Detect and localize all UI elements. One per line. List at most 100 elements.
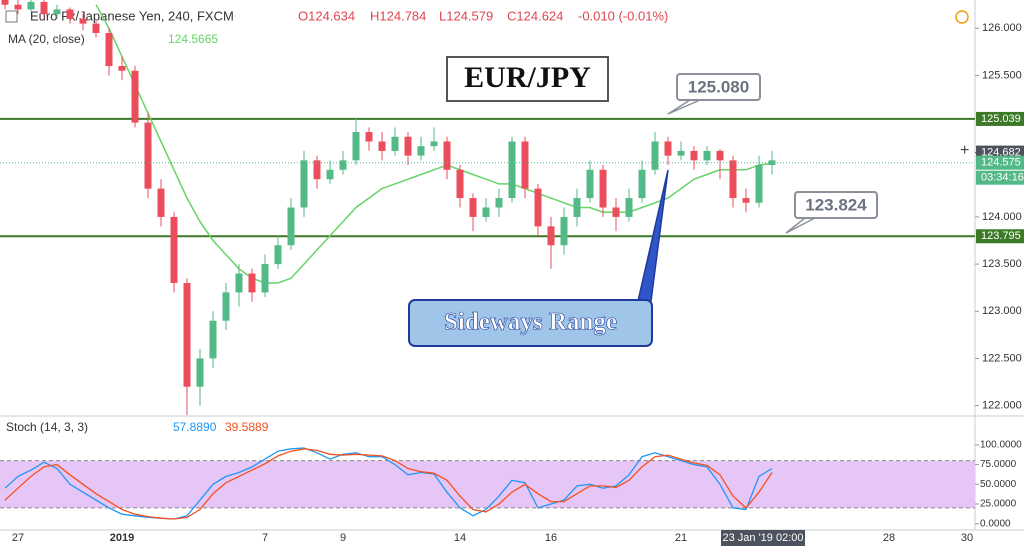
candle-body <box>300 160 308 208</box>
y-tick-label: 126.000 <box>982 22 1022 34</box>
candle-body <box>482 207 490 217</box>
candle-body <box>586 169 594 199</box>
y-tick-label: 123.500 <box>982 258 1022 270</box>
annotation-text: EUR/JPY <box>464 61 591 94</box>
x-tick-label: 28 <box>883 532 895 544</box>
y-tick-label: 125.500 <box>982 69 1022 81</box>
annotation-text: 123.824 <box>805 195 867 214</box>
ma-legend: MA (20, close) <box>8 32 85 46</box>
candle-body <box>248 273 256 293</box>
candle-body <box>495 198 503 208</box>
candle-body <box>209 320 217 359</box>
candle-body <box>170 216 178 283</box>
annotation-text: 125.080 <box>688 77 749 96</box>
candle-body <box>339 160 347 170</box>
x-tick-label: 27 <box>12 532 24 544</box>
candle-body <box>664 141 672 156</box>
candle-body <box>183 282 191 387</box>
candle-body <box>131 70 139 123</box>
ohlc-open: O124.634 <box>298 8 355 23</box>
crosshair-time-label: 23 Jan '19 02:00 <box>722 532 803 544</box>
stoch-line <box>4 448 773 520</box>
ma-line <box>95 4 773 284</box>
annotation-box <box>408 299 653 347</box>
candle-body <box>391 136 399 151</box>
candle-body <box>144 122 152 189</box>
x-tick-label: 14 <box>454 532 466 544</box>
candle-body <box>547 226 555 246</box>
candle-body <box>196 358 204 387</box>
candle-body <box>677 150 685 156</box>
x-tick-label: 21 <box>675 532 687 544</box>
candle-body <box>638 169 646 199</box>
candle-body <box>625 198 633 217</box>
stoch-legend: Stoch (14, 3, 3) <box>6 420 88 434</box>
collapse-icon[interactable] <box>5 10 18 23</box>
annotation-box <box>676 73 761 101</box>
stoch-line <box>4 447 773 520</box>
candle-body <box>768 160 776 166</box>
y-tick-label: 123.000 <box>982 305 1022 317</box>
countdown: 03:34:16 <box>981 172 1024 184</box>
candle-body <box>690 150 698 161</box>
candle-body <box>404 136 412 156</box>
ohlc-close: C124.624 <box>507 8 563 23</box>
y-tick-label: 0.0000 <box>980 518 1011 529</box>
candle-body <box>729 160 737 199</box>
y-tick-label: 124.000 <box>982 211 1022 223</box>
candle-body <box>521 141 529 189</box>
candle-body <box>313 160 321 180</box>
candle-body <box>287 207 295 246</box>
candle-body <box>534 188 542 227</box>
candle-body <box>651 141 659 170</box>
candle-body <box>703 150 711 161</box>
level-badge <box>976 229 1024 244</box>
candle-body <box>417 146 425 156</box>
x-tick-label: 30 <box>961 532 973 544</box>
candle-body <box>222 292 230 321</box>
crosshair-time-badge <box>721 530 805 546</box>
annotation-box <box>446 56 609 102</box>
candle-body <box>365 132 373 142</box>
stoch-k-readout: 57.8890 <box>173 420 217 434</box>
level-label: 125.039 <box>981 113 1021 125</box>
countdown-badge <box>976 170 1024 185</box>
candle-body <box>508 141 516 199</box>
y-tick-label: 122.000 <box>982 399 1022 411</box>
price-badge-label: 124.575 <box>981 157 1021 169</box>
y-tick-label: 122.500 <box>982 352 1022 364</box>
ma-readout: 124.5665 <box>168 32 218 46</box>
candle-body <box>352 132 360 161</box>
candle-body <box>235 273 243 293</box>
price-badge <box>976 155 1024 170</box>
x-tick-label: 9 <box>340 532 346 544</box>
candle-body <box>157 188 165 217</box>
y-tick-label: 100.0000 <box>980 440 1022 451</box>
stoch-band <box>0 460 975 508</box>
candle-body <box>443 141 451 170</box>
stoch-d-readout: 39.5889 <box>225 420 269 434</box>
candle-body <box>40 1 48 15</box>
candle-body <box>456 169 464 199</box>
candle-body <box>573 198 581 217</box>
candle-body <box>274 245 282 265</box>
y-tick-label: 75.0000 <box>980 459 1017 470</box>
level-badge <box>976 111 1024 126</box>
annotation-text: Sideways Range <box>444 309 617 336</box>
price-badge-label: 124.682 <box>981 147 1021 159</box>
warning-icon[interactable] <box>955 10 969 24</box>
candle-body <box>469 198 477 217</box>
candle-body <box>261 264 269 293</box>
x-tick-label: 7 <box>262 532 268 544</box>
y-tick-label: 50.0000 <box>980 479 1017 490</box>
crosshair-plus: + <box>960 142 969 159</box>
candle-body <box>716 150 724 161</box>
y-tick-label: 25.0000 <box>980 499 1017 510</box>
candle-body <box>560 216 568 246</box>
x-tick-label: 16 <box>545 532 557 544</box>
candle-body <box>755 165 763 203</box>
symbol-title: Euro Fx/Japanese Yen, 240, FXCM <box>30 8 234 23</box>
annotation-box <box>794 191 878 219</box>
